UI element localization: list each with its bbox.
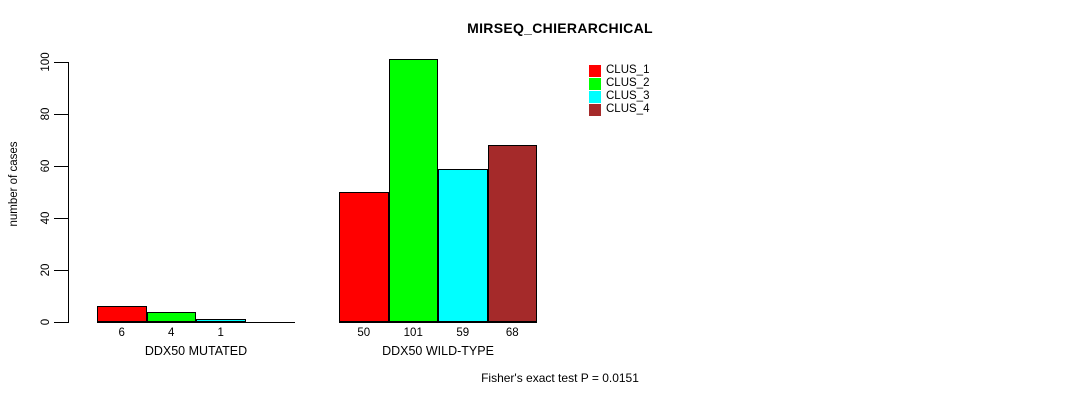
- legend-label: CLUS_4: [606, 103, 650, 115]
- bar-value-label: 6: [118, 327, 125, 339]
- y-tick-label: 0: [40, 318, 52, 326]
- y-axis-title: number of cases: [8, 141, 20, 227]
- legend-item: CLUS_4: [589, 103, 649, 116]
- y-tick-mark: [54, 322, 68, 323]
- y-tick-mark: [54, 114, 68, 115]
- legend-swatch: [589, 90, 601, 103]
- legend-label: CLUS_1: [606, 64, 650, 76]
- legend-swatch: [589, 103, 601, 116]
- legend-swatch: [589, 77, 601, 90]
- y-tick-label: 100: [40, 52, 52, 72]
- legend-item: CLUS_3: [589, 90, 649, 103]
- y-axis-line: [68, 62, 69, 323]
- y-tick-mark: [54, 62, 68, 63]
- group-label: DDX50 MUTATED: [144, 344, 248, 358]
- bar-clus_3: [438, 168, 488, 322]
- bar-value-label: 1: [217, 327, 224, 339]
- y-tick-label: 60: [40, 159, 52, 173]
- group-label: DDX50 WILD-TYPE: [382, 344, 494, 358]
- bar-clus_1: [339, 192, 389, 322]
- bar-clus_1: [97, 306, 147, 322]
- y-tick-mark: [54, 166, 68, 167]
- bar-value-label: 59: [456, 327, 470, 339]
- x-baseline: [339, 322, 537, 323]
- legend-label: CLUS_3: [606, 90, 650, 102]
- bar-value-label: 50: [357, 327, 371, 339]
- legend-swatch: [589, 64, 601, 77]
- legend-label: CLUS_2: [606, 77, 650, 89]
- bar-clus_2: [146, 311, 196, 322]
- legend-item: CLUS_1: [589, 64, 649, 77]
- bar-clus_2: [388, 59, 438, 322]
- bar-clus_4: [487, 145, 537, 322]
- y-tick-label: 80: [40, 107, 52, 121]
- y-tick-mark: [54, 270, 68, 271]
- bar-value-label: 68: [505, 327, 519, 339]
- y-tick-mark: [54, 218, 68, 219]
- chart-title: MIRSEQ_CHIERARCHICAL: [467, 20, 653, 36]
- legend-item: CLUS_2: [589, 77, 649, 90]
- y-tick-label: 20: [40, 263, 52, 277]
- y-tick-label: 40: [40, 211, 52, 225]
- caption: Fisher's exact test P = 0.0151: [481, 371, 639, 385]
- x-baseline: [97, 322, 295, 323]
- legend: CLUS_1 CLUS_2 CLUS_3 CLUS_4: [589, 64, 649, 116]
- bar-value-label: 101: [403, 327, 423, 339]
- bar-clus_3: [196, 319, 246, 322]
- bar-value-label: 4: [168, 327, 175, 339]
